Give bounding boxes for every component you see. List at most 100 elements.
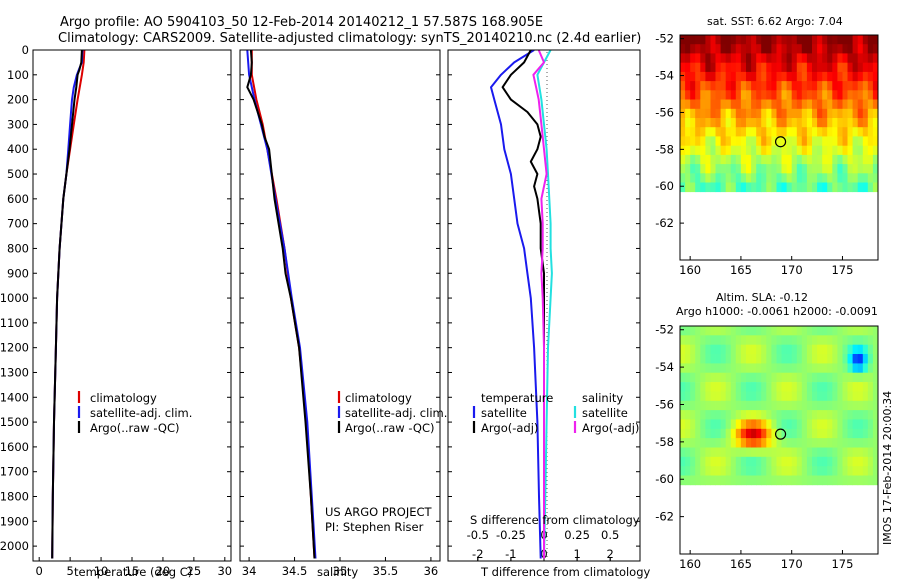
field-cell (781, 428, 787, 439)
field-cell (690, 382, 696, 392)
field-cell (771, 136, 777, 146)
field-cell (735, 71, 742, 82)
difference-depth-ticks (448, 49, 640, 547)
field-cell (791, 363, 798, 374)
field-cell (796, 145, 803, 156)
field-cell (685, 391, 691, 402)
field-cell (837, 90, 843, 100)
field-cell (680, 136, 686, 146)
field-cell (761, 108, 767, 119)
latitude-tick-label: -62 (655, 510, 674, 524)
field-cell (751, 438, 757, 448)
field-cell (735, 136, 742, 146)
field-cell (862, 410, 869, 420)
field-cell (735, 410, 742, 420)
field-cell (842, 391, 848, 402)
field-cell (730, 391, 737, 402)
x-tick-label: 20 (156, 564, 171, 578)
field-cell (766, 466, 772, 476)
field-cell (796, 136, 803, 146)
field-cell (872, 44, 878, 54)
field-cell (806, 354, 813, 364)
field-cell (680, 400, 686, 411)
s-difference-label: S difference from climatology (470, 513, 640, 527)
field-cell (710, 71, 716, 82)
field-cell (730, 145, 737, 156)
field-cell (710, 438, 716, 448)
field-cell (817, 466, 823, 476)
field-cell (751, 466, 757, 476)
field-cell (761, 44, 767, 54)
field-cell (771, 154, 777, 165)
field-cell (776, 108, 782, 119)
legend-label-s-satellite: satellite (582, 406, 628, 420)
field-cell (786, 344, 793, 355)
field-cell (837, 164, 843, 174)
field-cell (872, 428, 878, 439)
field-cell (715, 182, 721, 193)
field-cell (720, 127, 727, 137)
field-cell (827, 81, 833, 91)
field-cell (806, 62, 813, 73)
field-cell (801, 99, 808, 110)
field-cell (695, 410, 701, 420)
field-cell (695, 447, 701, 458)
temperature-legend: climatology satellite-adj. clim. Argo(..… (77, 391, 192, 435)
field-cell (791, 127, 798, 137)
field-cell (817, 90, 823, 100)
field-cell (680, 35, 686, 45)
field-cell (680, 382, 686, 392)
latitude-tick-label: -56 (655, 397, 674, 411)
field-cell (690, 391, 696, 402)
field-cell (872, 154, 878, 165)
field-cell (730, 456, 737, 467)
field-cell (720, 447, 727, 458)
field-cell (781, 154, 787, 165)
depth-tick-label: 600 (7, 192, 29, 206)
field-cell (832, 108, 838, 119)
field-cell (806, 428, 813, 439)
field-cell (872, 136, 878, 146)
field-cell (812, 145, 818, 156)
x-tick-label: -0.25 (496, 528, 526, 542)
field-cell (700, 108, 706, 119)
field-cell (771, 344, 777, 355)
field-cell (761, 391, 767, 402)
field-cell (690, 438, 696, 448)
field-cell (842, 44, 848, 54)
field-cell (847, 173, 853, 183)
field-cell (806, 400, 813, 411)
field-cell (680, 118, 686, 128)
field-cell (822, 71, 828, 82)
field-cell (842, 344, 848, 355)
field-cell (857, 391, 864, 402)
field-cell (710, 118, 716, 128)
field-cell (700, 419, 706, 430)
field-cell (806, 419, 813, 430)
field-cell (690, 145, 696, 156)
field-cell (872, 456, 878, 467)
field-cell (822, 154, 828, 165)
field-cell (796, 382, 803, 392)
legend-label-climatology: climatology (345, 391, 412, 405)
latitude-tick-label: -56 (655, 105, 674, 119)
field-cell (852, 71, 859, 82)
field-cell (695, 145, 701, 156)
latitude-tick-label: -58 (655, 435, 674, 449)
field-cell (847, 136, 853, 146)
field-cell (700, 456, 706, 467)
temperature-lines (51, 50, 86, 559)
field-cell (685, 410, 691, 420)
field-cell (812, 108, 818, 119)
field-cell (730, 62, 737, 73)
field-cell (786, 372, 793, 383)
field-cell (725, 53, 732, 63)
field-cell (806, 372, 813, 383)
field-cell (680, 90, 686, 100)
field-cell (705, 90, 711, 100)
field-cell (776, 136, 782, 146)
field-cell (776, 466, 782, 476)
field-cell (786, 108, 793, 119)
field-cell (837, 410, 843, 420)
field-cell (867, 81, 874, 91)
